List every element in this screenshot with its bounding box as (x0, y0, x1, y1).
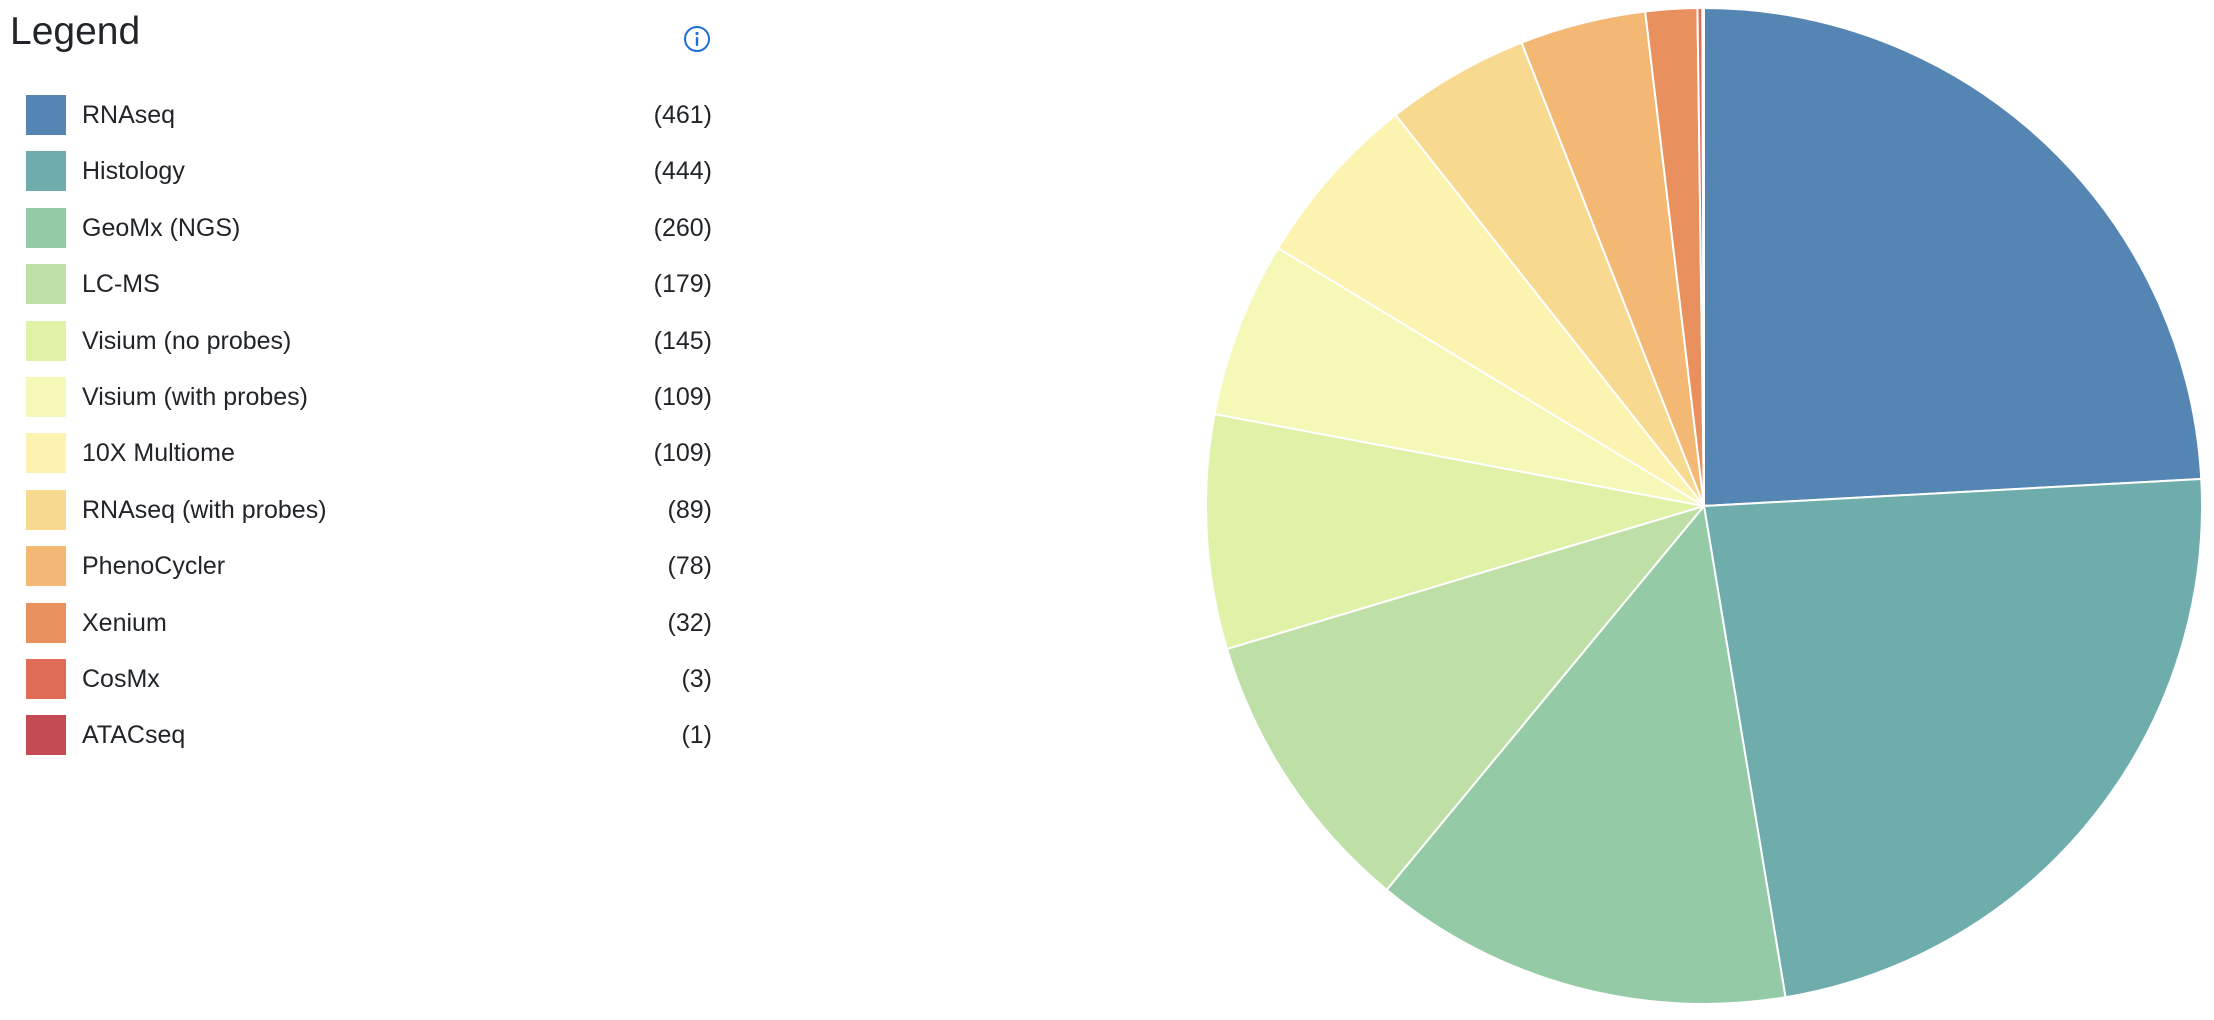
pie-slice[interactable] (1276, 113, 1705, 507)
legend-item[interactable]: ATACseq (1) (26, 713, 712, 757)
legend-label: Histology (82, 157, 185, 186)
legend-swatch (26, 95, 66, 135)
legend-count: (78) (667, 552, 712, 581)
legend-swatch (26, 602, 66, 643)
legend-panel: Legend RNAseq (461) Histology (444) GeoMx (N… (0, 0, 740, 800)
legend-item[interactable]: LC-MS (179) (26, 262, 712, 306)
legend-swatch (26, 377, 66, 417)
legend-item[interactable]: RNAseq (461) (26, 93, 712, 137)
legend-label: RNAseq (with probes) (82, 495, 327, 524)
pie-slice[interactable] (1385, 503, 1787, 1005)
pie-slice[interactable] (1225, 504, 1707, 892)
legend-item[interactable]: Visium (with probes) (109) (26, 375, 712, 419)
legend-swatch (26, 264, 66, 305)
legend-label: 10X Multiome (82, 439, 235, 468)
pie-slice[interactable] (1703, 6, 2203, 508)
legend-count: (109) (653, 383, 712, 411)
legend-count: (179) (653, 270, 712, 299)
legend-count: (444) (653, 157, 712, 186)
legend-label: CosMx (82, 665, 160, 693)
pie-slice[interactable] (1205, 412, 1705, 651)
legend-label: LC-MS (82, 270, 160, 299)
legend-count: (109) (653, 439, 712, 468)
legend-title: Legend (10, 10, 141, 53)
legend-item[interactable]: Histology (444) (26, 149, 712, 193)
legend-item[interactable]: Xenium (32) (26, 601, 712, 645)
legend-count: (145) (653, 326, 712, 355)
legend-count: (260) (653, 213, 712, 242)
pie-chart (1205, 6, 2203, 1005)
legend-item[interactable]: CosMx (3) (26, 657, 712, 701)
legend-count: (461) (653, 101, 712, 129)
pie-slice[interactable] (1702, 477, 2203, 999)
legend-count: (3) (681, 665, 712, 693)
legend-label: PhenoCycler (82, 552, 226, 581)
pie-slice[interactable] (1213, 246, 1705, 507)
legend-count: (1) (681, 721, 712, 750)
legend-label: Xenium (82, 608, 167, 637)
legend-item[interactable]: Visium (no probes) (145) (26, 319, 712, 363)
legend-item[interactable]: GeoMx (NGS) (260) (26, 206, 712, 250)
pie-slice[interactable] (1701, 6, 1705, 507)
legend-swatch (26, 715, 66, 756)
legend-count: (32) (667, 608, 712, 637)
legend-item[interactable]: PhenoCycler (78) (26, 544, 712, 588)
legend-label: ATACseq (82, 721, 186, 750)
legend-swatch (26, 207, 66, 248)
legend-item[interactable]: 10X Multiome (109) (26, 431, 712, 475)
legend-swatch (26, 320, 66, 361)
legend-swatch (26, 151, 66, 192)
info-circle-icon[interactable] (682, 24, 712, 54)
legend-label: RNAseq (82, 101, 176, 129)
legend-label: Visium (no probes) (82, 326, 292, 355)
legend-swatch (26, 546, 66, 587)
legend-item[interactable]: RNAseq (with probes) (89) (26, 488, 712, 532)
legend-label: Visium (with probes) (82, 383, 309, 411)
legend-swatch (26, 659, 66, 699)
legend-swatch (26, 433, 66, 474)
legend-swatch (26, 489, 66, 530)
legend-label: GeoMx (NGS) (82, 213, 241, 242)
legend-count: (89) (667, 495, 712, 524)
